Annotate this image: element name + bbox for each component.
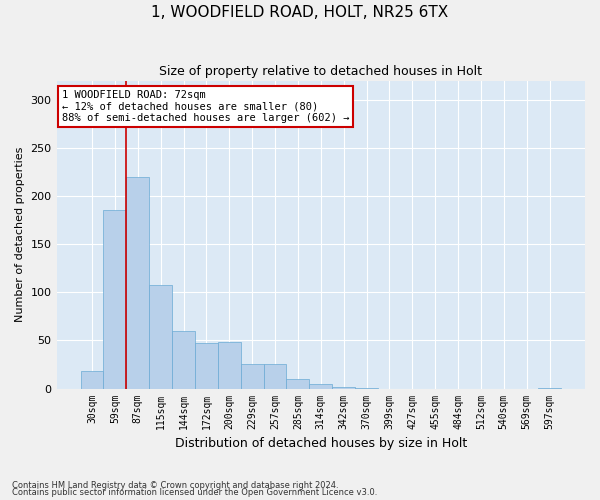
- Bar: [149, 284, 172, 389]
- X-axis label: Distribution of detached houses by size in Holt: Distribution of detached houses by size …: [175, 437, 467, 450]
- Bar: [80, 371, 103, 388]
- Bar: [332, 386, 355, 388]
- Text: Contains public sector information licensed under the Open Government Licence v3: Contains public sector information licen…: [12, 488, 377, 497]
- Text: 1, WOODFIELD ROAD, HOLT, NR25 6TX: 1, WOODFIELD ROAD, HOLT, NR25 6TX: [151, 5, 449, 20]
- Bar: [127, 177, 149, 388]
- Bar: [241, 364, 263, 388]
- Text: 1 WOODFIELD ROAD: 72sqm
← 12% of detached houses are smaller (80)
88% of semi-de: 1 WOODFIELD ROAD: 72sqm ← 12% of detache…: [62, 90, 349, 123]
- Title: Size of property relative to detached houses in Holt: Size of property relative to detached ho…: [159, 65, 482, 78]
- Bar: [263, 364, 286, 388]
- Bar: [172, 331, 195, 388]
- Y-axis label: Number of detached properties: Number of detached properties: [15, 147, 25, 322]
- Bar: [103, 210, 127, 388]
- Bar: [218, 342, 241, 388]
- Text: Contains HM Land Registry data © Crown copyright and database right 2024.: Contains HM Land Registry data © Crown c…: [12, 480, 338, 490]
- Bar: [310, 384, 332, 388]
- Bar: [195, 344, 218, 388]
- Bar: [286, 379, 310, 388]
